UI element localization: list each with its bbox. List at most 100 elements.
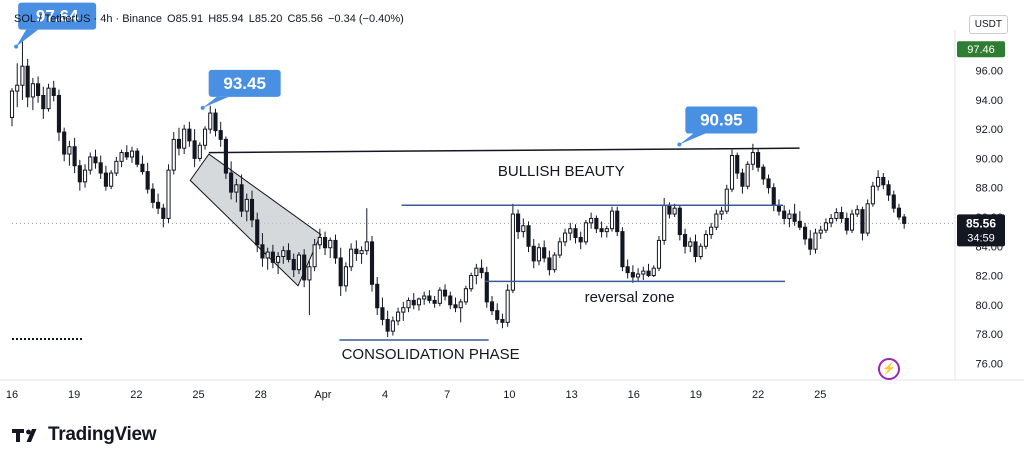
close-value: C85.56 [287, 13, 323, 25]
annotation-label: BULLISH BEAUTY [498, 163, 625, 180]
candle-body [651, 267, 656, 277]
candle-body [557, 241, 562, 256]
candle-body [625, 266, 630, 274]
low-value: L85.20 [248, 13, 283, 25]
candle-body [77, 165, 82, 183]
x-tick-label: 10 [503, 389, 515, 401]
candle-body [296, 254, 302, 271]
open-value: O85.91 [167, 13, 204, 25]
candle-body [401, 307, 406, 313]
candle-body [375, 283, 380, 309]
high-price-label: 97.46 [967, 44, 995, 56]
candle-body [328, 239, 333, 249]
candle-body [448, 295, 453, 306]
candle-body [129, 150, 135, 158]
candle-body [662, 204, 667, 241]
candle-body [521, 225, 526, 233]
candle-body [25, 65, 30, 98]
candle-body [140, 163, 145, 173]
candle-body [823, 222, 828, 231]
candle-body [312, 244, 317, 268]
candle-body [270, 251, 275, 263]
candle-body [82, 169, 88, 183]
candle-body [542, 247, 547, 259]
candle-body [359, 250, 364, 255]
candle-body [30, 83, 35, 98]
candle-body [36, 83, 41, 96]
candle-body [322, 236, 328, 249]
candle-body [88, 156, 93, 171]
candle-body [562, 232, 568, 243]
candle-body [150, 188, 155, 203]
candle-body [500, 318, 505, 323]
y-tick-label: 88.00 [975, 183, 1003, 195]
logo-text: TradingView [48, 424, 157, 445]
candle-body [62, 131, 67, 155]
candle-body [202, 128, 208, 146]
candle-body [343, 266, 348, 287]
candle-body [161, 207, 166, 219]
candle-body [265, 251, 270, 259]
candle-body [416, 298, 422, 306]
annotation-label: CONSOLIDATION PHASE [342, 346, 520, 363]
lightning-icon[interactable]: ⚡ [878, 358, 900, 380]
candle-body [51, 87, 56, 96]
x-tick-label: 28 [255, 389, 267, 401]
x-tick-label: 16 [628, 389, 640, 401]
candle-body [802, 226, 808, 240]
change-value: −0.34 (−0.40%) [328, 13, 404, 25]
candle-body [187, 128, 192, 142]
y-tick-label: 96.00 [975, 66, 1003, 78]
candle-body [813, 232, 818, 250]
candle-body [176, 138, 182, 149]
candle-body [776, 204, 782, 212]
x-tick-label: 13 [565, 389, 577, 401]
y-tick-label: 94.00 [975, 95, 1003, 107]
candle-body [719, 210, 724, 215]
candle-body [578, 236, 583, 243]
candle-body [526, 225, 531, 247]
candle-body [735, 154, 740, 174]
candle-body [766, 178, 771, 189]
countdown-label: 34:59 [967, 232, 995, 244]
candle-body [145, 171, 150, 190]
candle-body [291, 258, 296, 271]
candle-body [594, 217, 599, 230]
candle-body [114, 160, 119, 174]
candle-body [171, 138, 176, 171]
high-price-tag [957, 41, 1005, 58]
candle-body [891, 194, 896, 209]
candle-body [458, 301, 463, 309]
candle-body [364, 241, 369, 252]
candle-body [839, 212, 844, 219]
candle-body [677, 207, 682, 236]
candle-body [881, 176, 886, 186]
candle-body [714, 213, 719, 228]
candle-body [15, 84, 20, 92]
y-tick-label: 92.00 [975, 124, 1003, 136]
callout-label: 90.95 [700, 111, 743, 130]
candle-body [782, 210, 787, 219]
candle-body [56, 94, 62, 133]
candle-body [641, 270, 646, 275]
candle-body [338, 257, 343, 287]
candle-body [349, 248, 354, 268]
candle-body [808, 238, 813, 250]
tradingview-logo[interactable]: TradingView [12, 424, 157, 446]
callout-box [208, 69, 281, 97]
candle-body [453, 304, 458, 309]
candle-body [396, 311, 401, 322]
candle-body [156, 201, 161, 209]
candle-body [489, 301, 495, 312]
candle-body [792, 213, 797, 222]
candle-body [688, 241, 693, 247]
candle-body [166, 169, 171, 219]
candle-body [182, 128, 187, 149]
x-tick-label: 4 [382, 389, 388, 401]
candle-body [380, 307, 385, 320]
candle-body [703, 234, 708, 247]
currency-label[interactable]: USDT [968, 15, 1008, 34]
x-tick-label: 19 [690, 389, 702, 401]
x-tick-label: 22 [130, 389, 142, 401]
